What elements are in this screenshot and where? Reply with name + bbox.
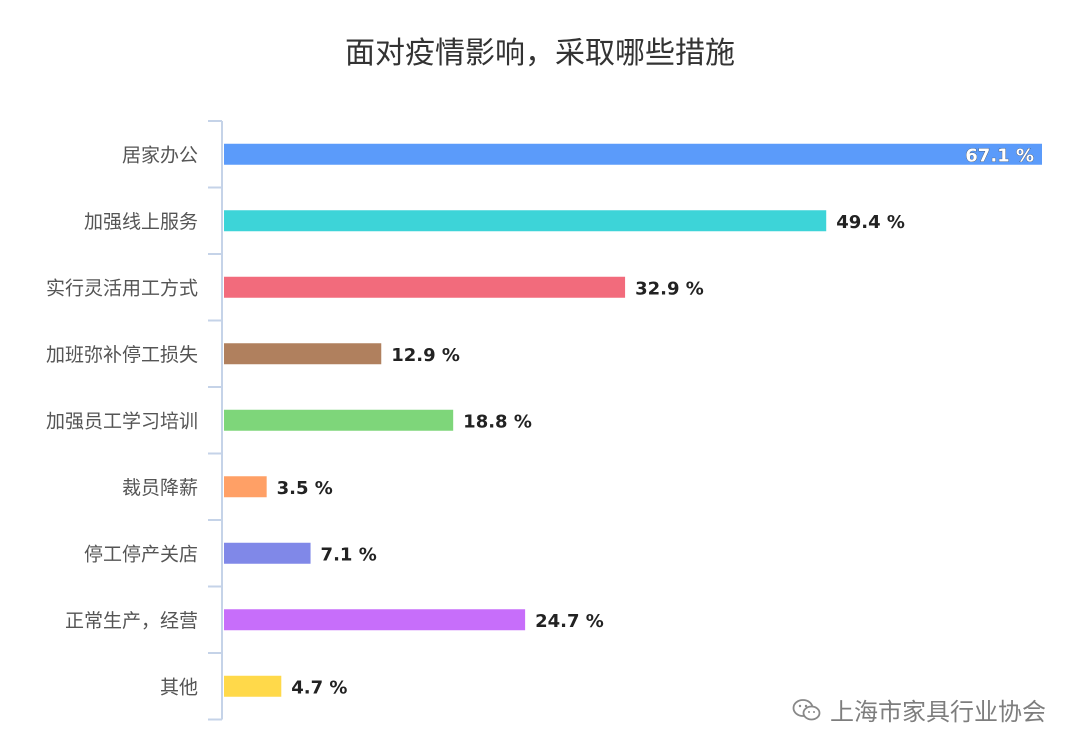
category-label: 居家办公 bbox=[122, 144, 198, 166]
bar bbox=[224, 542, 311, 564]
value-label: 18.8 % bbox=[463, 411, 532, 432]
category-label: 停工停产关店 bbox=[84, 543, 198, 565]
value-label: 12.9 % bbox=[391, 345, 460, 366]
category-label: 正常生产，经营 bbox=[65, 610, 198, 632]
category-label: 加班弥补停工损失 bbox=[46, 344, 198, 366]
value-label: 4.7 % bbox=[291, 677, 347, 698]
bar bbox=[224, 476, 267, 498]
wechat-icon bbox=[792, 698, 821, 720]
bar bbox=[224, 276, 626, 298]
category-label: 实行灵活用工方式 bbox=[46, 277, 198, 299]
value-label: 49.4 % bbox=[836, 212, 905, 233]
category-label: 加强员工学习培训 bbox=[46, 410, 198, 432]
bar bbox=[224, 210, 827, 232]
category-label: 其他 bbox=[160, 676, 198, 698]
bar bbox=[224, 675, 282, 697]
bar bbox=[224, 409, 454, 431]
watermark: 上海市家具行业协会 bbox=[792, 692, 1046, 727]
bar bbox=[224, 143, 1042, 165]
value-label: 24.7 % bbox=[535, 611, 604, 632]
value-label: 67.1 % bbox=[965, 145, 1034, 166]
value-label: 7.1 % bbox=[321, 544, 377, 565]
value-label: 32.9 % bbox=[635, 278, 704, 299]
bar bbox=[224, 609, 526, 631]
category-label: 加强线上服务 bbox=[84, 211, 198, 233]
value-label: 3.5 % bbox=[277, 478, 333, 499]
bar bbox=[224, 343, 382, 365]
chart-title: 面对疫情影响，采取哪些措施 bbox=[345, 36, 735, 71]
category-label: 裁员降薪 bbox=[122, 477, 198, 499]
watermark-text: 上海市家具行业协会 bbox=[830, 698, 1046, 726]
